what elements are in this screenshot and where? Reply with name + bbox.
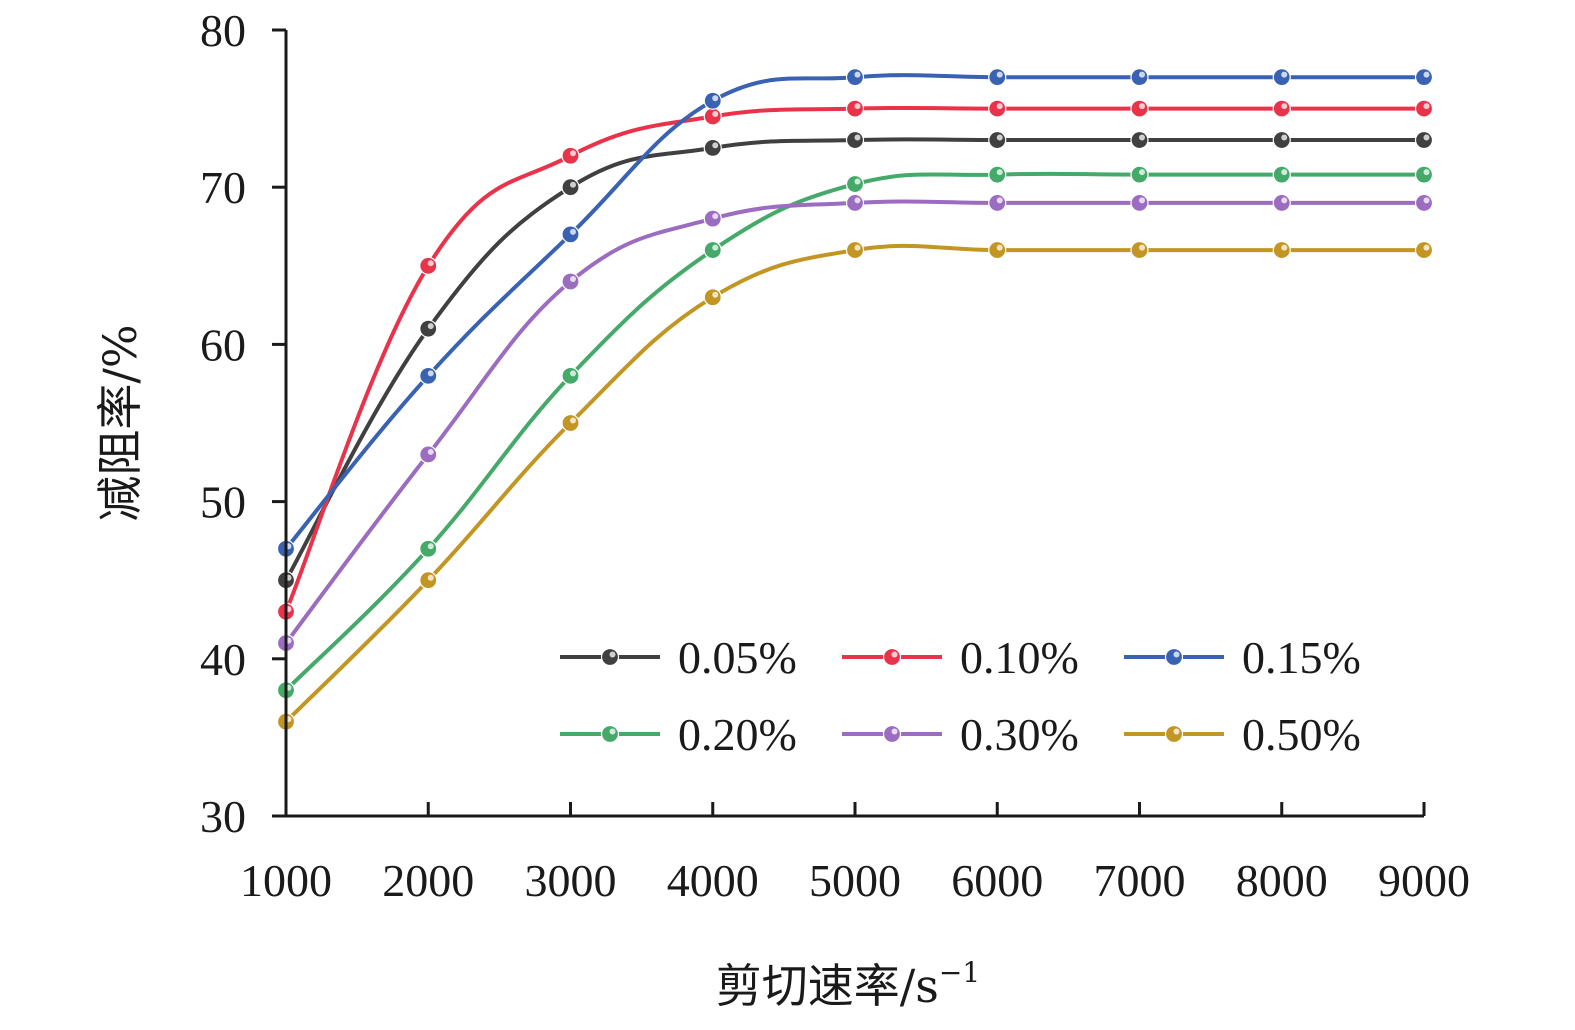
data-point — [1272, 193, 1291, 213]
legend-swatch-marker — [600, 647, 620, 667]
data-point — [988, 68, 1007, 87]
data-point — [1272, 99, 1291, 118]
data-point — [845, 240, 865, 260]
series-5 — [276, 193, 1434, 653]
data-point — [988, 193, 1007, 213]
data-point — [419, 445, 438, 464]
data-point — [845, 193, 865, 213]
x-tick-label: 4000 — [667, 855, 759, 906]
data-point — [561, 413, 580, 433]
series-line — [284, 73, 1425, 551]
legend-item: 0.50% — [1124, 709, 1361, 760]
data-point — [845, 130, 865, 150]
legend-swatch-marker — [882, 724, 902, 744]
data-point — [1414, 99, 1434, 118]
legend-label: 0.05% — [678, 632, 797, 683]
legend-item: 0.15% — [1124, 632, 1361, 683]
ticks-layer: 30 40 50 60 70 80 1000 2000 3000 4000 5000 6000 7000… — [200, 5, 1470, 906]
data-point — [845, 68, 865, 87]
legend-item: 0.20% — [560, 709, 797, 760]
x-tick-label: 6000 — [951, 855, 1043, 906]
data-point — [988, 99, 1007, 118]
data-point — [419, 571, 438, 590]
series-line — [284, 243, 1424, 724]
y-tick-label: 50 — [200, 477, 246, 528]
x-tick-label: 1000 — [240, 855, 332, 906]
data-point — [988, 165, 1007, 184]
series-2 — [276, 99, 1434, 621]
data-point — [1130, 193, 1149, 213]
data-point — [1272, 130, 1291, 150]
x-tick-label: 5000 — [809, 855, 901, 906]
data-point — [1414, 68, 1434, 87]
data-point — [703, 240, 722, 260]
series-3 — [276, 68, 1434, 558]
y-tick-label: 60 — [200, 319, 246, 370]
data-point — [703, 209, 722, 228]
data-point — [845, 99, 865, 118]
data-point — [419, 256, 438, 275]
data-point — [1130, 68, 1149, 87]
legend-swatch-marker — [600, 724, 620, 744]
data-point — [845, 174, 865, 194]
legend-item: 0.10% — [842, 632, 1079, 683]
data-point — [703, 107, 722, 126]
data-point — [1272, 165, 1291, 184]
x-tick-label: 3000 — [525, 855, 617, 906]
data-point — [419, 319, 438, 338]
legend-label: 0.50% — [1242, 709, 1361, 760]
data-point — [1130, 99, 1149, 118]
legend-label: 0.30% — [960, 709, 1079, 760]
data-point — [988, 240, 1007, 260]
x-tick-label: 7000 — [1094, 855, 1186, 906]
series-line — [284, 171, 1424, 692]
series-layer — [276, 68, 1434, 731]
legend-swatch-marker — [882, 647, 902, 667]
data-point — [1272, 68, 1291, 87]
data-point — [561, 225, 580, 244]
data-point — [703, 91, 722, 110]
x-tick-label: 2000 — [382, 855, 474, 906]
data-point — [1414, 240, 1434, 260]
legend-swatch-marker — [1164, 647, 1184, 667]
legend-item: 0.05% — [560, 632, 797, 683]
data-point — [419, 539, 438, 558]
x-axis-title-sup: −1 — [939, 956, 980, 989]
y-tick-label: 70 — [200, 162, 246, 213]
data-point — [1130, 130, 1149, 150]
series-1 — [276, 130, 1434, 590]
data-point — [1414, 165, 1434, 184]
series-4 — [276, 165, 1434, 700]
x-axis-title-text: 剪切速率/s — [716, 959, 939, 1013]
data-point — [1414, 130, 1434, 150]
x-tick-label: 9000 — [1378, 855, 1470, 906]
data-point — [561, 146, 580, 165]
data-point — [561, 366, 580, 385]
data-point — [703, 138, 722, 157]
x-tick-label: 8000 — [1236, 855, 1328, 906]
x-axis-title: 剪切速率/s−1 — [716, 956, 980, 1013]
legend: 0.05% 0.10% 0.15% 0.20% 0.30% 0.50% — [560, 632, 1361, 760]
series-line — [284, 199, 1424, 645]
y-axis-title: 减阻率/% — [93, 324, 147, 521]
legend-label: 0.10% — [960, 632, 1079, 683]
legend-swatch-marker — [1164, 724, 1184, 744]
y-tick-label: 80 — [200, 5, 246, 56]
y-tick-label: 30 — [200, 791, 246, 842]
y-tick-label: 40 — [200, 634, 246, 685]
data-point — [561, 178, 580, 197]
data-point — [561, 272, 580, 291]
data-point — [703, 288, 722, 307]
data-point — [1272, 240, 1291, 260]
legend-label: 0.15% — [1242, 632, 1361, 683]
legend-label: 0.20% — [678, 709, 797, 760]
data-point — [1130, 240, 1149, 260]
data-point — [988, 130, 1007, 150]
legend-item: 0.30% — [842, 709, 1079, 760]
data-point — [1130, 165, 1149, 184]
data-point — [419, 366, 438, 385]
data-point — [1414, 193, 1434, 213]
